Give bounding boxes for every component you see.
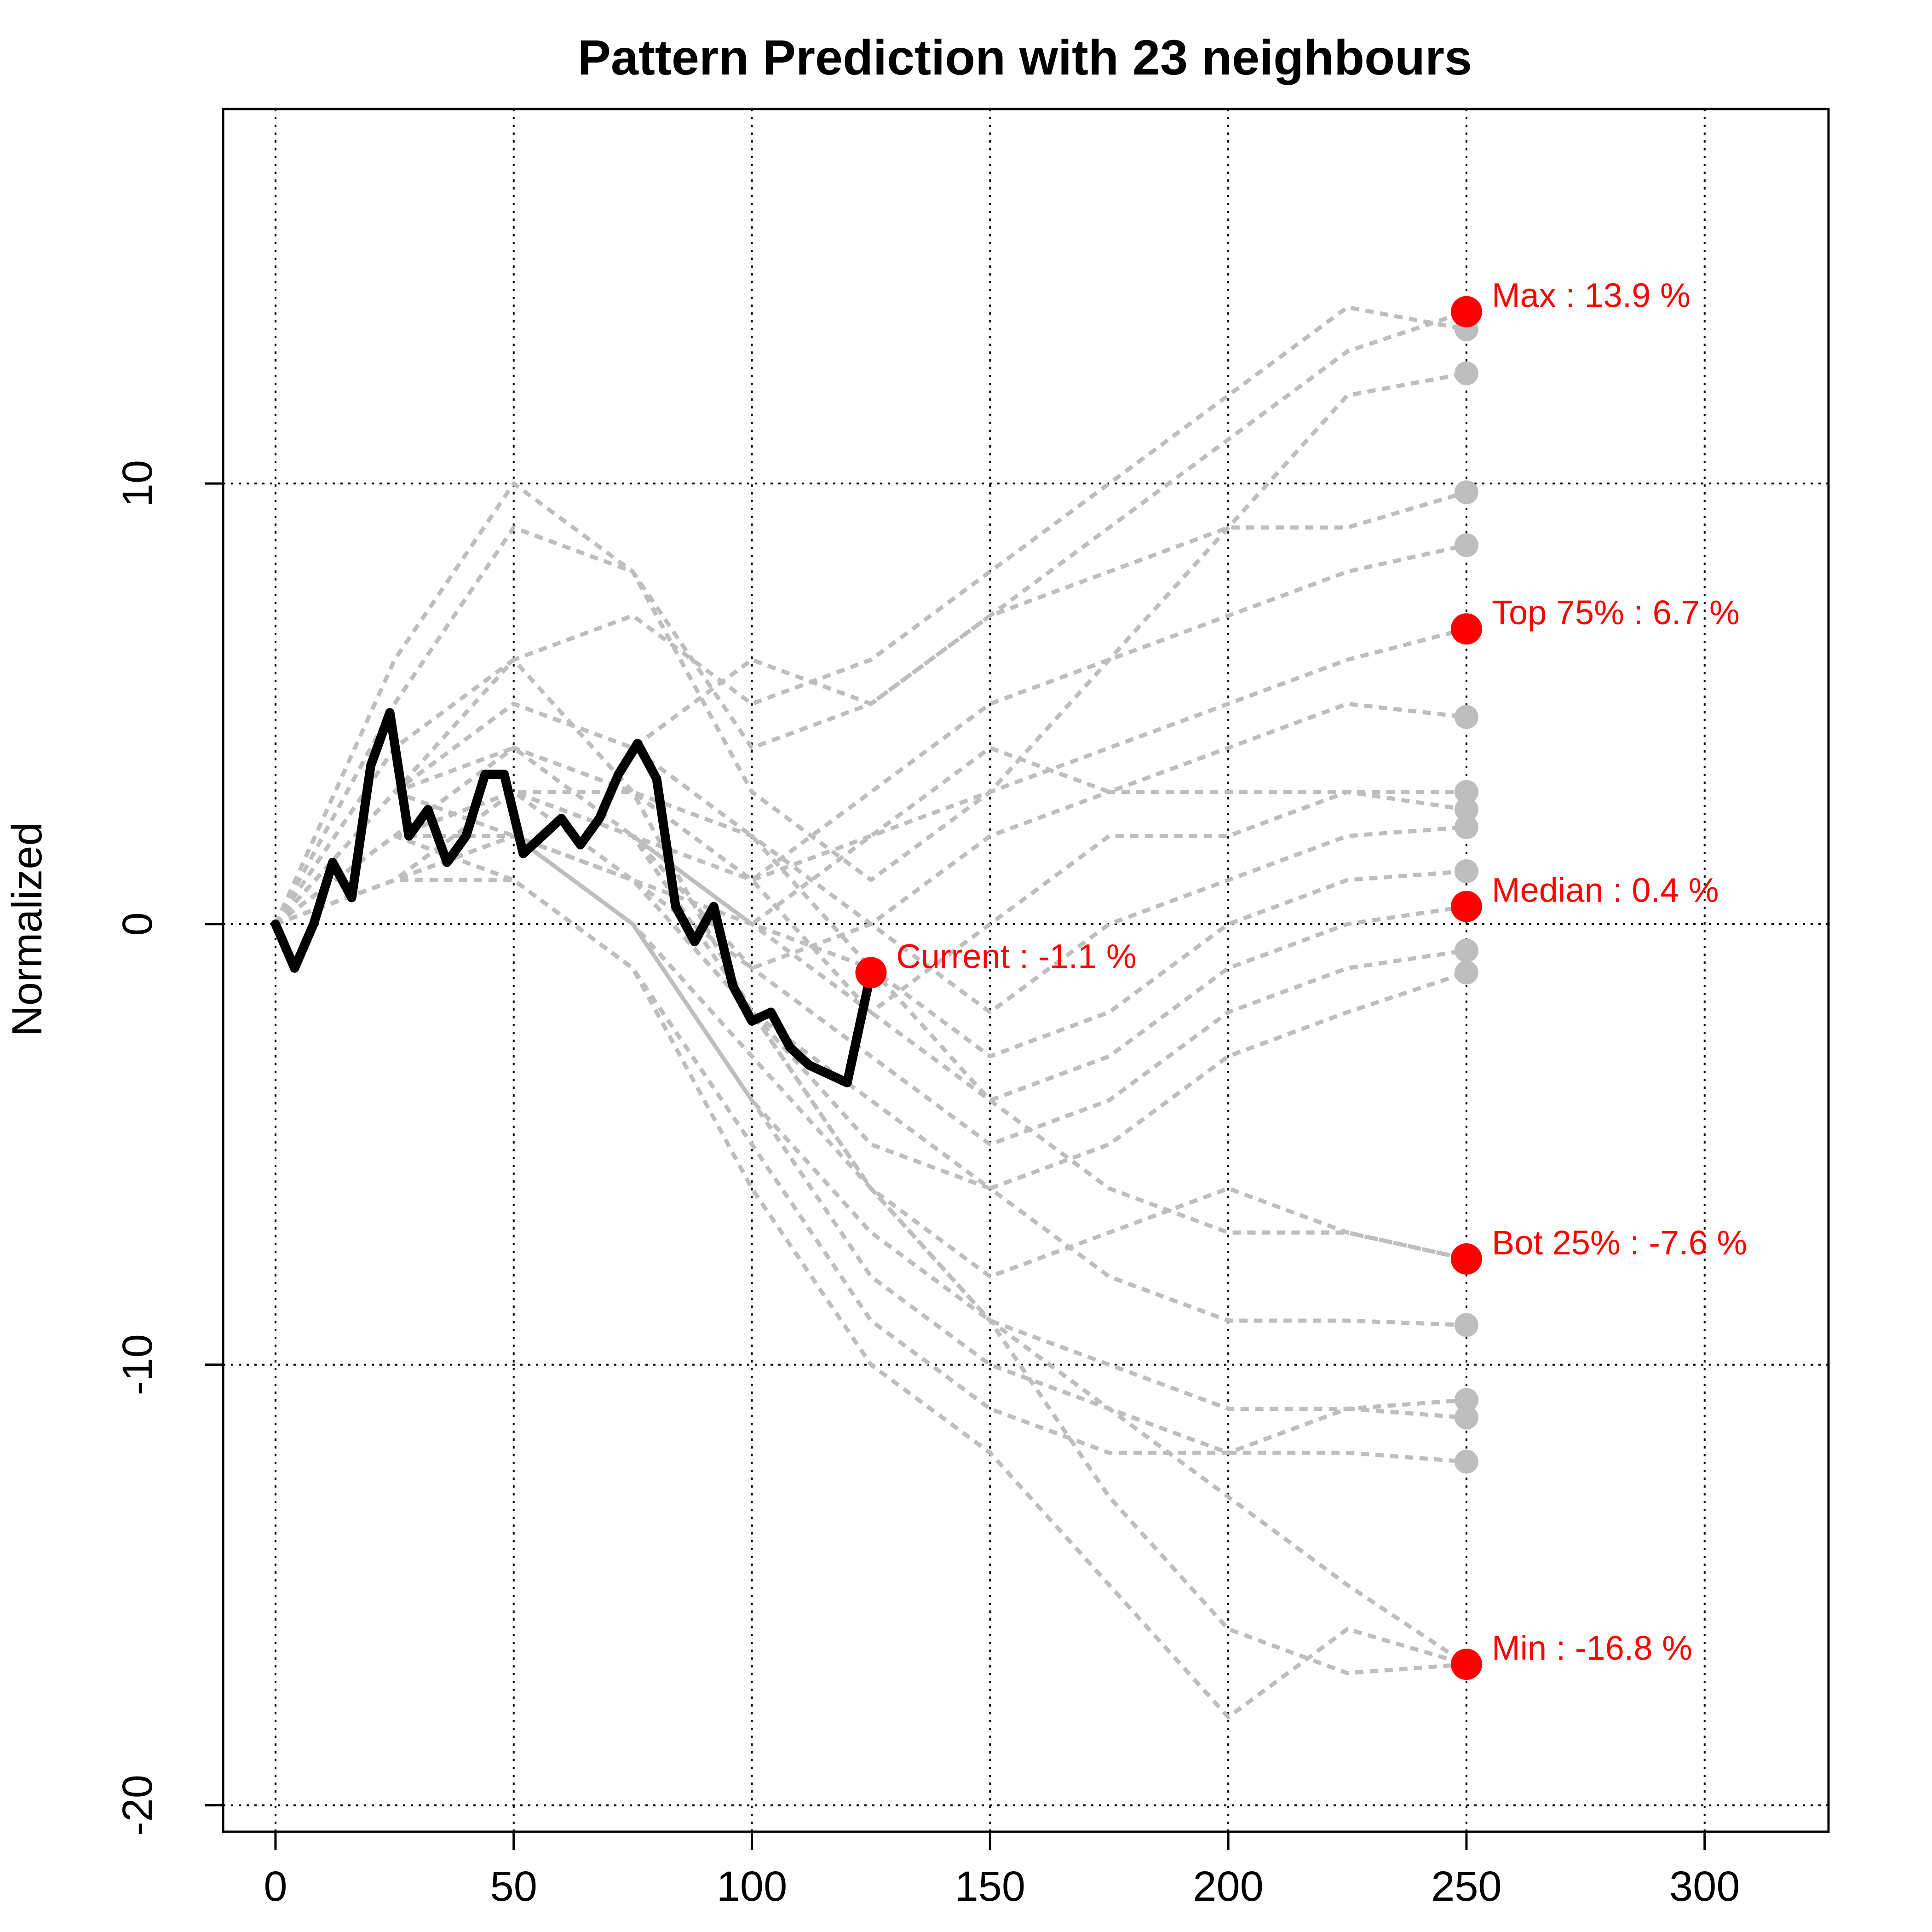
neighbour-line	[274, 834, 1467, 1455]
neighbour-line	[274, 490, 1467, 926]
neighbour-line	[274, 702, 1467, 926]
neighbour-line	[275, 878, 1467, 1719]
x-tick-label: 150	[955, 1863, 1026, 1910]
marker-point	[1450, 891, 1482, 922]
x-tick-label: 250	[1431, 1863, 1502, 1910]
neighbour-series	[273, 299, 1478, 1719]
neighbour-line	[273, 310, 1467, 926]
current-line	[270, 708, 876, 1087]
neighbour-line	[274, 746, 1467, 1103]
axes: 0 50 100 150 200 250 300 -20 -10 0 10	[114, 460, 1740, 1910]
neighbour-line	[273, 371, 1467, 925]
x-tick-label: 300	[1669, 1863, 1740, 1910]
marker-label: Top 75% : 6.7 %	[1492, 593, 1740, 632]
marker-point	[1450, 1243, 1482, 1275]
x-tick-label: 0	[264, 1863, 287, 1910]
y-axis-label: Normalized	[4, 822, 51, 1036]
neighbour-end-point	[1454, 960, 1478, 985]
neighbour-end-point	[1454, 1449, 1478, 1474]
neighbour-end-point	[1454, 780, 1478, 804]
neighbour-line	[274, 790, 1467, 1675]
y-tick-label: 10	[114, 460, 161, 507]
marker-point	[855, 957, 887, 989]
neighbour-line	[275, 834, 1467, 1411]
y-tick-label: 0	[114, 912, 161, 936]
x-tick-label: 100	[717, 1863, 788, 1910]
neighbour-line	[274, 790, 1467, 1014]
current-series	[270, 708, 876, 1087]
chart-title: Pattern Prediction with 23 neighbours	[578, 29, 1472, 85]
marker-label: Max : 13.9 %	[1492, 276, 1690, 315]
marker-point	[1450, 613, 1482, 645]
marker-label: Min : -16.8 %	[1492, 1629, 1692, 1667]
neighbour-line	[274, 702, 1467, 1261]
neighbour-line	[274, 834, 1467, 1191]
neighbour-end-point	[1454, 533, 1478, 558]
neighbour-end-point	[1454, 480, 1478, 505]
neighbour-line	[274, 305, 1467, 926]
statistic-markers: Max : 13.9 % Top 75% : 6.7 % Median : 0.4 …	[855, 276, 1747, 1680]
neighbour-line	[274, 657, 1468, 1666]
marker-label: Median : 0.4 %	[1492, 871, 1719, 909]
neighbour-end-point	[1454, 1388, 1478, 1412]
marker-point	[1450, 1649, 1482, 1680]
neighbour-end-point	[1454, 815, 1478, 840]
marker-label: Current : -1.1 %	[896, 937, 1136, 975]
marker-label: Bot 25% : -7.6 %	[1492, 1224, 1747, 1262]
neighbour-line	[274, 627, 1467, 926]
y-tick-label: -20	[114, 1775, 161, 1836]
neighbour-line	[274, 543, 1467, 926]
marker-point	[1450, 296, 1482, 328]
neighbour-line	[275, 834, 1467, 1058]
neighbour-end-point	[1454, 797, 1478, 822]
neighbour-end-point	[1454, 1313, 1478, 1337]
neighbour-end-point	[1454, 938, 1478, 963]
neighbour-end-point	[1454, 859, 1478, 883]
neighbour-end-point	[1454, 705, 1478, 729]
x-tick-label: 50	[490, 1863, 537, 1910]
neighbour-end-point	[1454, 1405, 1478, 1430]
neighbour-end-point	[1454, 361, 1478, 385]
y-tick-label: -10	[114, 1334, 161, 1395]
x-tick-label: 200	[1193, 1863, 1264, 1910]
